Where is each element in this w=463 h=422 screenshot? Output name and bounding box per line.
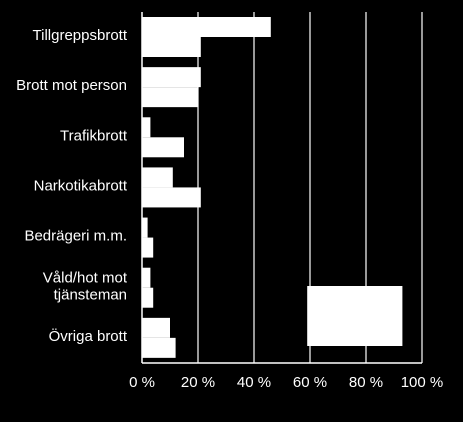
category-label: Övriga brott — [49, 327, 128, 345]
x-tick-label: 80 % — [349, 374, 383, 391]
bar — [142, 87, 198, 108]
bar — [142, 317, 170, 338]
x-tick-label: 20 % — [181, 374, 215, 391]
x-tick-label: 60 % — [293, 374, 327, 391]
bars — [142, 17, 271, 358]
legend-box — [307, 286, 403, 346]
x-tick-label: 100 % — [401, 374, 444, 391]
bar — [142, 17, 271, 37]
bar — [142, 117, 151, 138]
bar — [142, 237, 154, 258]
category-label: Tillgreppsbrott — [33, 27, 128, 44]
bar — [142, 37, 201, 57]
bar — [142, 217, 148, 238]
legend — [307, 286, 403, 346]
bar — [142, 337, 176, 358]
category-label: Bedrägeri m.m. — [24, 228, 127, 245]
x-tick-label: 0 % — [129, 374, 155, 391]
category-label: Våld/hot mot tjänsteman — [43, 269, 128, 303]
bar — [142, 167, 173, 188]
bar — [142, 137, 184, 158]
bar — [142, 67, 201, 88]
bar — [142, 287, 154, 308]
x-tick-labels: 0 % 20 % 40 % 60 % 80 % 100 % — [129, 374, 443, 391]
x-tick-label: 40 % — [237, 374, 271, 391]
bar — [142, 187, 201, 208]
category-labels: Tillgreppsbrott Brott mot person Trafikbro… — [16, 27, 128, 345]
bar — [142, 267, 151, 288]
category-label: Trafikbrott — [60, 127, 128, 144]
category-label: Brott mot person — [16, 77, 127, 94]
category-label: Narkotikabrott — [34, 178, 128, 195]
